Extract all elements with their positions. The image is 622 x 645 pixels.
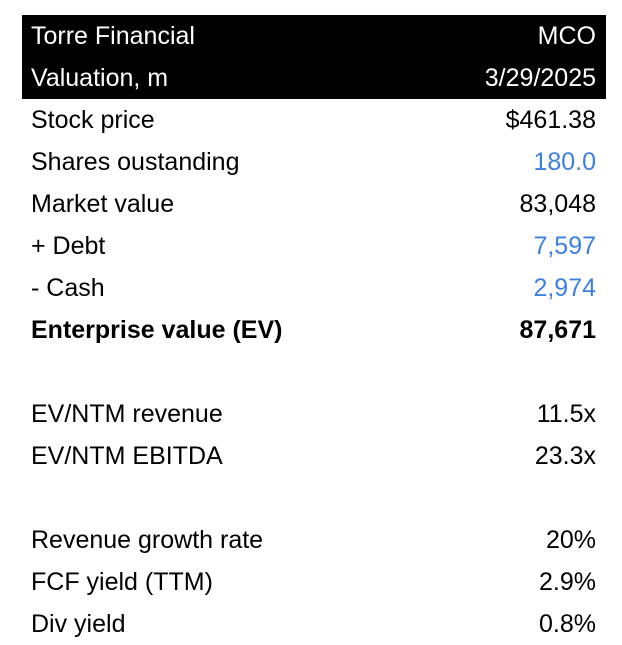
spacer-row	[22, 477, 606, 519]
ticker-symbol: MCO	[537, 21, 596, 50]
row-market-value: Market value 83,048	[22, 183, 606, 225]
div-yield-label: Div yield	[31, 609, 126, 638]
header-row-company: Torre Financial MCO	[22, 15, 606, 57]
enterprise-value-value: 87,671	[519, 315, 596, 344]
debt-label: + Debt	[31, 231, 106, 260]
cash-label: - Cash	[31, 273, 105, 302]
shares-outstanding-value: 180.0	[533, 147, 596, 176]
fcf-yield-value: 2.9%	[539, 567, 596, 596]
header-row-valuation: Valuation, m 3/29/2025	[22, 57, 606, 99]
stock-price-value: $461.38	[505, 105, 596, 134]
spacer-row	[22, 351, 606, 393]
shares-outstanding-label: Shares oustanding	[31, 147, 240, 176]
row-stock-price: Stock price $461.38	[22, 99, 606, 141]
revenue-growth-label: Revenue growth rate	[31, 525, 264, 554]
market-value-value: 83,048	[519, 189, 596, 218]
ev-ntm-ebitda-label: EV/NTM EBITDA	[31, 441, 223, 470]
row-cash: - Cash 2,974	[22, 267, 606, 309]
row-enterprise-value: Enterprise value (EV) 87,671	[22, 309, 606, 351]
valuation-subtitle: Valuation, m	[31, 63, 169, 92]
div-yield-value: 0.8%	[539, 609, 596, 638]
row-fcf-yield: FCF yield (TTM) 2.9%	[22, 561, 606, 603]
row-ev-ntm-ebitda: EV/NTM EBITDA 23.3x	[22, 435, 606, 477]
row-ev-ntm-revenue: EV/NTM revenue 11.5x	[22, 393, 606, 435]
ev-ntm-ebitda-value: 23.3x	[534, 441, 596, 470]
company-name: Torre Financial	[31, 21, 195, 50]
revenue-growth-value: 20%	[545, 525, 596, 554]
enterprise-value-label: Enterprise value (EV)	[31, 315, 283, 344]
ev-ntm-revenue-value: 11.5x	[536, 399, 596, 428]
row-debt: + Debt 7,597	[22, 225, 606, 267]
row-shares-outstanding: Shares oustanding 180.0	[22, 141, 606, 183]
row-div-yield: Div yield 0.8%	[22, 603, 606, 645]
cash-value: 2,974	[533, 273, 596, 302]
row-revenue-growth: Revenue growth rate 20%	[22, 519, 606, 561]
ev-ntm-revenue-label: EV/NTM revenue	[31, 399, 223, 428]
valuation-date: 3/29/2025	[484, 63, 596, 92]
market-value-label: Market value	[31, 189, 175, 218]
fcf-yield-label: FCF yield (TTM)	[31, 567, 213, 596]
stock-price-label: Stock price	[31, 105, 155, 134]
debt-value: 7,597	[533, 231, 596, 260]
valuation-table: Torre Financial MCO Valuation, m 3/29/20…	[22, 15, 606, 645]
